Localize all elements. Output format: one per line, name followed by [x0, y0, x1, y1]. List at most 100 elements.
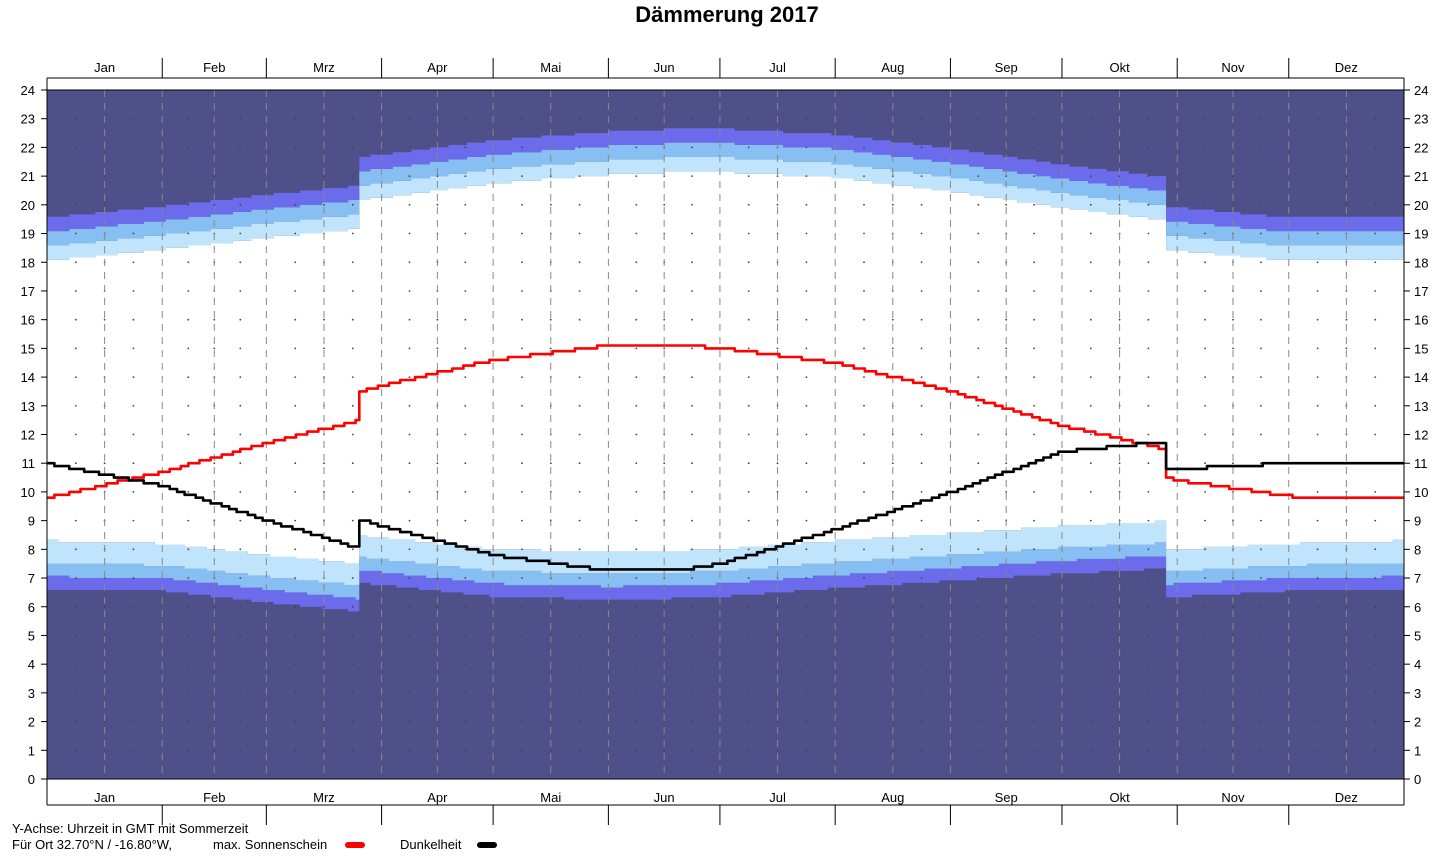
grid-dot	[663, 491, 666, 493]
grid-dot	[103, 175, 106, 178]
grid-dot	[521, 203, 523, 206]
bottom-month-label: Sep	[995, 790, 1018, 805]
grid-dot	[863, 290, 865, 292]
legend-dark-label: Dunkelheit	[400, 837, 462, 852]
grid-dot	[578, 519, 581, 522]
grid-dot	[1089, 462, 1092, 465]
morning-civil-twilight	[47, 520, 1404, 586]
grid-dot	[1232, 749, 1234, 752]
grid-dot	[691, 261, 693, 264]
bottom-month-label: Okt	[1109, 790, 1130, 805]
grid-dot	[239, 605, 242, 608]
grid-dot	[776, 203, 779, 206]
grid-dot	[74, 577, 77, 579]
grid-dot	[294, 232, 297, 235]
grid-dot	[103, 749, 106, 752]
grid-dot	[920, 462, 923, 465]
grid-dot	[521, 634, 523, 637]
grid-dot	[747, 175, 750, 178]
grid-dot	[464, 433, 467, 436]
grid-dot	[1147, 146, 1150, 149]
grid-dot	[521, 491, 523, 493]
grid-dot	[549, 605, 552, 608]
grid-dot	[132, 720, 135, 723]
grid-dot	[1260, 433, 1262, 436]
grid-dot	[436, 203, 439, 206]
y-tick-label-right: 17	[1414, 284, 1428, 299]
y-tick-label-right: 10	[1414, 485, 1428, 500]
grid-dot	[74, 175, 77, 178]
y-tick-label-right: 23	[1414, 112, 1428, 127]
grid-dot	[187, 290, 190, 292]
y-tick-label-left: 1	[28, 743, 35, 758]
grid-dot	[691, 175, 693, 178]
grid-dot	[1374, 404, 1377, 407]
grid-dot	[132, 232, 135, 235]
grid-dot	[239, 634, 242, 637]
grid-dot	[74, 663, 77, 666]
grid-dot	[747, 605, 750, 608]
grid-dot	[1316, 605, 1319, 608]
grid-dot	[635, 605, 638, 608]
grid-dot	[1089, 117, 1092, 120]
grid-dot	[747, 146, 750, 149]
y-tick-label-right: 5	[1414, 628, 1421, 643]
grid-dot	[663, 720, 666, 723]
grid-dot	[635, 203, 638, 206]
grid-dot	[549, 720, 552, 723]
grid-dot	[132, 318, 135, 321]
grid-dot	[1147, 491, 1150, 493]
grid-dot	[891, 203, 894, 206]
grid-dot	[1204, 720, 1206, 723]
grid-dot	[1204, 232, 1206, 235]
grid-dot	[1089, 720, 1092, 723]
grid-dot	[323, 175, 325, 178]
grid-dot	[132, 749, 135, 752]
grid-dot	[977, 175, 980, 178]
grid-dot	[1204, 577, 1206, 579]
grid-dot	[408, 577, 411, 579]
grid-dot	[1147, 117, 1150, 120]
grid-dot	[1005, 175, 1008, 178]
grid-dot	[1147, 519, 1150, 522]
grid-dot	[1089, 175, 1092, 178]
grid-dot	[747, 433, 750, 436]
grid-dot	[294, 548, 297, 551]
grid-dot	[805, 663, 808, 666]
grid-dot	[635, 117, 638, 120]
grid-dot	[920, 720, 923, 723]
y-tick-label-left: 19	[21, 227, 35, 242]
grid-dot	[1316, 232, 1319, 235]
grid-dot	[294, 605, 297, 608]
grid-dot	[578, 290, 581, 292]
grid-dot	[549, 462, 552, 465]
grid-dot	[464, 376, 467, 378]
grid-dot	[1033, 692, 1035, 694]
grid-dot	[977, 347, 980, 350]
grid-dot	[891, 605, 894, 608]
grid-dot	[863, 232, 865, 235]
grid-dot	[351, 433, 354, 436]
grid-dot	[103, 203, 106, 206]
grid-dot	[132, 634, 135, 637]
grid-dot	[863, 404, 865, 407]
grid-dot	[1316, 175, 1319, 178]
grid-dot	[977, 634, 980, 637]
grid-dot	[74, 376, 77, 378]
grid-dot	[635, 462, 638, 465]
grid-dot	[1232, 318, 1234, 321]
grid-dot	[863, 261, 865, 264]
grid-dot	[464, 491, 467, 493]
grid-dot	[1316, 548, 1319, 551]
grid-dot	[351, 203, 354, 206]
grid-dot	[863, 605, 865, 608]
grid-dot	[464, 318, 467, 321]
grid-dot	[213, 318, 216, 321]
y-tick-label-right: 0	[1414, 772, 1421, 787]
grid-dot	[521, 232, 523, 235]
grid-dot	[635, 347, 638, 350]
grid-dot	[74, 290, 77, 292]
grid-dot	[351, 117, 354, 120]
grid-dot	[920, 433, 923, 436]
grid-dot	[1147, 261, 1150, 264]
